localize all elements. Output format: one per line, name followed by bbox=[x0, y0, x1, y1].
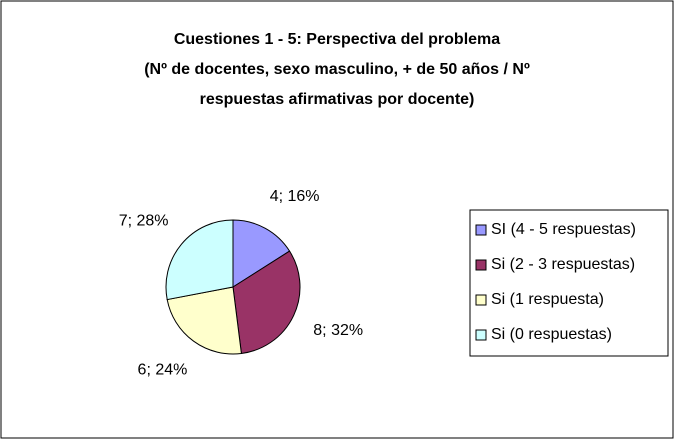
data-label: 6; 24% bbox=[138, 362, 188, 379]
chart-title: respuestas afirmativas por docente) bbox=[200, 91, 475, 108]
legend-swatch bbox=[475, 224, 487, 236]
chart-title: Cuestiones 1 - 5: Perspectiva del proble… bbox=[174, 31, 500, 48]
pie-slice bbox=[232, 250, 301, 355]
pie-slice bbox=[165, 219, 234, 301]
legend-label: SI (4 - 5 respuestas) bbox=[491, 221, 636, 238]
legend-label: Si (0 respuestas) bbox=[491, 326, 612, 343]
legend-swatch bbox=[475, 259, 487, 271]
chart-title: (Nº de docentes, sexo masculino, + de 50… bbox=[144, 61, 530, 78]
data-label: 4; 16% bbox=[270, 188, 320, 205]
data-label: 8; 32% bbox=[313, 322, 363, 339]
legend-label: Si (1 respuesta) bbox=[491, 291, 604, 308]
data-label: 7; 28% bbox=[119, 213, 169, 230]
legend-label: Si (2 - 3 respuestas) bbox=[491, 256, 635, 273]
pie-slice bbox=[232, 219, 291, 288]
legend-box bbox=[469, 209, 669, 357]
legend-swatch bbox=[475, 294, 487, 306]
legend-swatch bbox=[475, 329, 487, 341]
pie-slice bbox=[166, 286, 242, 355]
